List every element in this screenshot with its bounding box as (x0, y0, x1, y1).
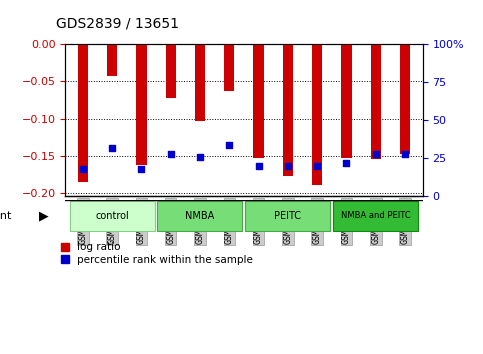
FancyBboxPatch shape (333, 201, 418, 230)
FancyBboxPatch shape (245, 201, 330, 230)
Bar (107, 44, 117, 76)
Bar (195, 44, 205, 121)
Bar (78, 44, 88, 182)
Text: ▶: ▶ (39, 210, 48, 222)
Text: control: control (95, 211, 129, 221)
Text: NMBA: NMBA (185, 211, 214, 221)
Point (196, 154, 204, 160)
Bar (254, 44, 264, 158)
Bar (400, 44, 410, 154)
Point (226, 142, 233, 148)
Point (284, 163, 292, 169)
Legend: log ratio, percentile rank within the sample: log ratio, percentile rank within the sa… (61, 242, 253, 265)
Point (108, 145, 116, 150)
Bar (341, 44, 352, 158)
FancyBboxPatch shape (70, 201, 155, 230)
Bar (283, 44, 293, 176)
Bar (166, 44, 176, 98)
Point (79, 166, 86, 172)
Text: NMBA and PEITC: NMBA and PEITC (341, 211, 411, 221)
Point (255, 163, 262, 169)
Text: agent: agent (0, 211, 12, 221)
Bar (136, 44, 146, 165)
Point (138, 166, 145, 172)
FancyBboxPatch shape (157, 201, 242, 230)
Text: GDS2839 / 13651: GDS2839 / 13651 (56, 16, 179, 30)
Bar (224, 44, 234, 91)
Point (167, 151, 174, 157)
Bar (312, 44, 322, 185)
Text: PEITC: PEITC (274, 211, 301, 221)
Point (342, 160, 350, 166)
Bar (370, 44, 381, 159)
Point (313, 163, 321, 169)
Point (372, 151, 380, 157)
Point (401, 151, 409, 157)
